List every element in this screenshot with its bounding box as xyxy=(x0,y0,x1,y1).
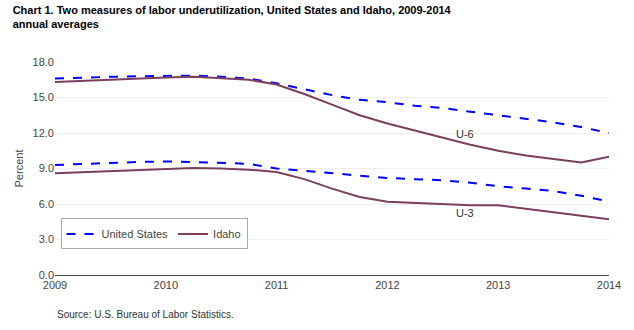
svg-text:2010: 2010 xyxy=(154,279,178,291)
svg-text:Idaho: Idaho xyxy=(213,228,241,240)
svg-text:U-6: U-6 xyxy=(456,128,474,140)
svg-text:6.0: 6.0 xyxy=(39,198,54,210)
svg-text:2014: 2014 xyxy=(597,279,621,291)
svg-text:3.0: 3.0 xyxy=(39,233,54,245)
svg-text:12.0: 12.0 xyxy=(33,127,54,139)
svg-text:2013: 2013 xyxy=(486,279,510,291)
svg-text:2012: 2012 xyxy=(375,279,399,291)
svg-text:Percent: Percent xyxy=(13,150,25,188)
svg-text:15.0: 15.0 xyxy=(33,91,54,103)
svg-text:9.0: 9.0 xyxy=(39,162,54,174)
svg-text:0.0: 0.0 xyxy=(39,269,54,281)
svg-text:Chart 1. Two measures of labor: Chart 1. Two measures of labor underutil… xyxy=(13,4,452,30)
svg-text:2011: 2011 xyxy=(265,279,289,291)
svg-text:United States: United States xyxy=(102,228,169,240)
svg-text:18.0: 18.0 xyxy=(33,56,54,68)
svg-text:U-3: U-3 xyxy=(456,207,474,219)
svg-text:2009: 2009 xyxy=(43,279,67,291)
svg-text:Source: U.S. Bureau of Labor S: Source: U.S. Bureau of Labor Statistics. xyxy=(57,309,234,320)
